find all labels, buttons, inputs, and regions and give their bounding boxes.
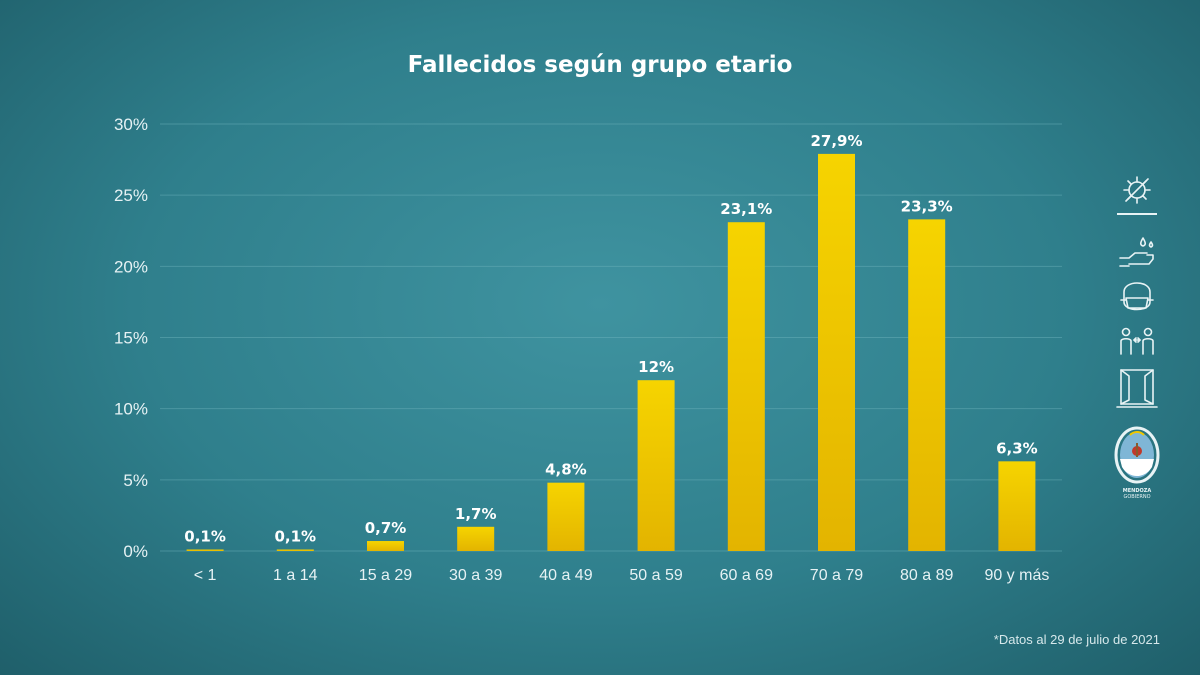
data-labels: 0,1% 0,1% 0,7% 1,7% 4,8% 12% 23,1% 27,9% 23,3% 6,…	[184, 132, 1037, 546]
window-ventilation-icon	[1116, 369, 1158, 408]
bar	[908, 219, 946, 551]
bar	[367, 541, 404, 551]
bar	[637, 380, 675, 551]
x-tick-label: 40 a 49	[539, 567, 592, 584]
y-tick-label: 0%	[123, 542, 148, 561]
y-tick-label: 30%	[114, 115, 148, 134]
seal-text-bottom: GOBIERNO	[1123, 494, 1150, 500]
x-tick-label: 1 a 14	[273, 567, 318, 584]
chart-title: Fallecidos según grupo etario	[408, 52, 793, 78]
x-tick-label: 30 a 39	[449, 567, 502, 584]
bar	[547, 482, 585, 551]
data-label: 23,1%	[720, 200, 772, 218]
x-axis-ticks: < 1 1 a 14 15 a 29 30 a 39 40 a 49 50 a 59 60 …	[194, 567, 1050, 584]
data-label: 27,9%	[810, 132, 862, 150]
data-label: 0,1%	[274, 528, 316, 546]
x-tick-label: 15 a 29	[359, 567, 412, 584]
y-tick-label: 10%	[114, 400, 148, 419]
data-label: 0,7%	[365, 519, 407, 537]
data-date-note: *Datos al 29 de julio de 2021	[994, 632, 1160, 647]
y-tick-label: 15%	[114, 329, 148, 348]
x-tick-label: 80 a 89	[900, 567, 953, 584]
face-mask-icon	[1120, 282, 1154, 311]
data-label: 6,3%	[996, 439, 1038, 457]
data-label: 0,1%	[184, 528, 226, 546]
bars	[186, 153, 1036, 551]
sidebar-icons: MENDOZA GOBIERNO	[1114, 176, 1160, 500]
y-tick-label: 25%	[114, 186, 148, 205]
bar	[276, 549, 314, 551]
y-axis-ticks: 0% 5% 10% 15% 20% 25% 30%	[114, 115, 148, 561]
data-label: 4,8%	[545, 461, 587, 479]
bar	[186, 549, 224, 551]
hand-washing-icon	[1119, 237, 1154, 267]
bar	[818, 153, 855, 551]
x-tick-label: < 1	[194, 567, 217, 584]
bar	[727, 222, 765, 551]
gridlines	[160, 123, 1062, 552]
bar	[457, 526, 495, 551]
bar	[998, 461, 1036, 551]
x-tick-label: 70 a 79	[810, 567, 863, 584]
x-tick-label: 90 y más	[984, 567, 1049, 584]
y-tick-label: 5%	[123, 471, 148, 490]
data-label: 23,3%	[901, 197, 953, 215]
seal-text-top: MENDOZA	[1123, 488, 1152, 494]
x-tick-label: 60 a 69	[720, 567, 773, 584]
social-distance-icon	[1120, 327, 1154, 355]
mendoza-seal-icon: MENDOZA GOBIERNO	[1114, 426, 1160, 500]
x-tick-label: 50 a 59	[629, 567, 682, 584]
y-tick-label: 20%	[114, 257, 148, 276]
data-label: 12%	[638, 358, 674, 376]
data-label: 1,7%	[455, 505, 497, 523]
virus-icon	[1123, 176, 1151, 204]
